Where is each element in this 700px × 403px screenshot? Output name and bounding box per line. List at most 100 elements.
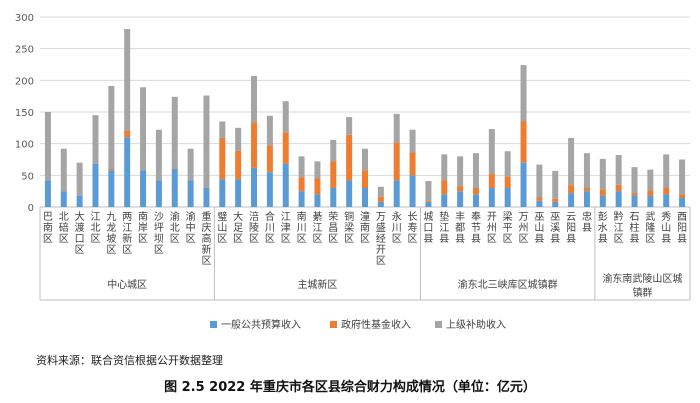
x-tick-label: 丰都县 <box>455 210 465 245</box>
bar-segment <box>124 137 131 207</box>
y-tick-label: 150 <box>15 108 34 119</box>
x-tick-label: 巫溪县 <box>550 212 560 245</box>
legend-swatch <box>435 321 442 328</box>
bar-segment <box>235 127 242 151</box>
bar-segment <box>377 196 384 202</box>
x-tick-label: 渝中区 <box>186 210 196 245</box>
bar-segment <box>362 170 368 188</box>
bar-segment <box>647 195 654 207</box>
bar-segment <box>679 194 686 198</box>
bar-segment <box>393 180 400 207</box>
bar-segment <box>60 148 67 192</box>
bar-segment <box>203 95 210 188</box>
x-tick-label: 开州区 <box>487 212 497 245</box>
x-tick-label: 两江新区 <box>122 212 132 256</box>
bar-segment <box>441 154 448 181</box>
bar-segment <box>282 101 289 133</box>
x-tick-label: 城口县 <box>423 211 433 245</box>
bar-segment <box>362 188 368 207</box>
bar-segment <box>346 180 353 207</box>
bar-segment <box>441 180 448 195</box>
x-tick-label: 彭水县 <box>598 210 608 245</box>
x-tick-label: 梁平区 <box>503 210 513 245</box>
bar-segment <box>393 142 400 181</box>
bar-segment <box>155 129 162 181</box>
bar-segment <box>330 161 337 188</box>
bar-segment <box>552 170 559 199</box>
bar-segment <box>583 188 590 192</box>
bar-segment <box>536 164 543 198</box>
bar-segment <box>488 129 495 175</box>
bar-segment <box>409 152 416 176</box>
bar-segment <box>679 197 686 207</box>
bar-segment <box>457 156 464 187</box>
bar-segment <box>314 178 321 195</box>
y-tick-label: 0 <box>28 203 34 214</box>
bar-segment <box>124 131 131 138</box>
bar-segment <box>631 193 638 196</box>
bar-segment <box>219 179 226 207</box>
bar-segment <box>60 191 67 207</box>
bar-segment <box>219 137 226 180</box>
x-tick-label: 石柱县 <box>630 212 640 245</box>
bar-segment <box>124 29 131 131</box>
bar-segment <box>425 201 432 207</box>
x-tick-label: 南川区 <box>297 210 307 245</box>
x-tick-label: 黔江区 <box>614 210 624 245</box>
bar-segment <box>251 75 258 123</box>
bar-segment <box>552 198 559 202</box>
legend-label: 上级补助收入 <box>446 318 506 331</box>
bar-segment <box>599 158 606 190</box>
bar-segment <box>599 195 606 207</box>
bar-segment <box>504 176 511 188</box>
bar-segment <box>425 200 432 202</box>
bar-segment <box>472 188 479 195</box>
bar-segment <box>663 188 670 195</box>
legend-label: 政府性基金收入 <box>341 318 411 331</box>
bar-segment <box>663 194 670 207</box>
x-tick-label: 涪陵区 <box>249 210 259 245</box>
x-tick-label: 江北区 <box>90 211 100 245</box>
x-tick-label: 璧山区 <box>217 210 227 245</box>
bar-segment <box>520 162 527 207</box>
y-tick-label: 200 <box>15 76 34 87</box>
x-tick-label: 垫江县 <box>439 210 449 245</box>
x-tick-label: 铜梁区 <box>344 211 354 245</box>
bar-segment <box>330 188 337 207</box>
bar-segment <box>171 169 178 207</box>
bar-segment <box>76 195 83 207</box>
group-label: 渝东南武陵山区城镇群 <box>602 272 682 299</box>
bar-segment <box>647 190 654 196</box>
x-tick-label: 万州区 <box>519 212 529 245</box>
bar-segment <box>155 180 162 207</box>
x-tick-label: 酉阳县 <box>677 212 687 245</box>
x-tick-label: 九龙坡区 <box>106 211 116 256</box>
bar-segment <box>266 115 273 146</box>
bar-segment <box>536 200 543 207</box>
bar-segment <box>314 194 321 207</box>
x-tick-label: 忠县 <box>582 211 592 234</box>
bar-segment <box>663 154 670 188</box>
bar-segment <box>615 191 622 207</box>
bar-segment <box>472 153 479 188</box>
x-tick-label: 奉节县 <box>471 210 481 245</box>
bar-segment <box>377 201 384 207</box>
x-tick-label: 大渡口区 <box>75 210 85 256</box>
bar-segment <box>504 188 511 207</box>
x-tick-label: 重庆高新区 <box>201 210 211 267</box>
bar-segment <box>441 194 448 207</box>
bar-segment <box>393 113 400 143</box>
bar-segment <box>615 184 622 192</box>
bar-segment <box>520 121 527 163</box>
bar-segment <box>330 139 337 162</box>
x-tick-label: 秀山县 <box>661 211 671 245</box>
bar-segment <box>251 167 258 207</box>
bar-segment <box>140 87 147 171</box>
bar-segment <box>568 193 575 207</box>
bar-segment <box>251 122 258 168</box>
x-tick-label: 渝北区 <box>170 210 180 245</box>
x-tick-label: 巫山县 <box>534 212 544 245</box>
bar-segment <box>568 137 575 186</box>
bar-segment <box>679 159 686 195</box>
x-tick-label: 綦江区 <box>312 210 322 245</box>
